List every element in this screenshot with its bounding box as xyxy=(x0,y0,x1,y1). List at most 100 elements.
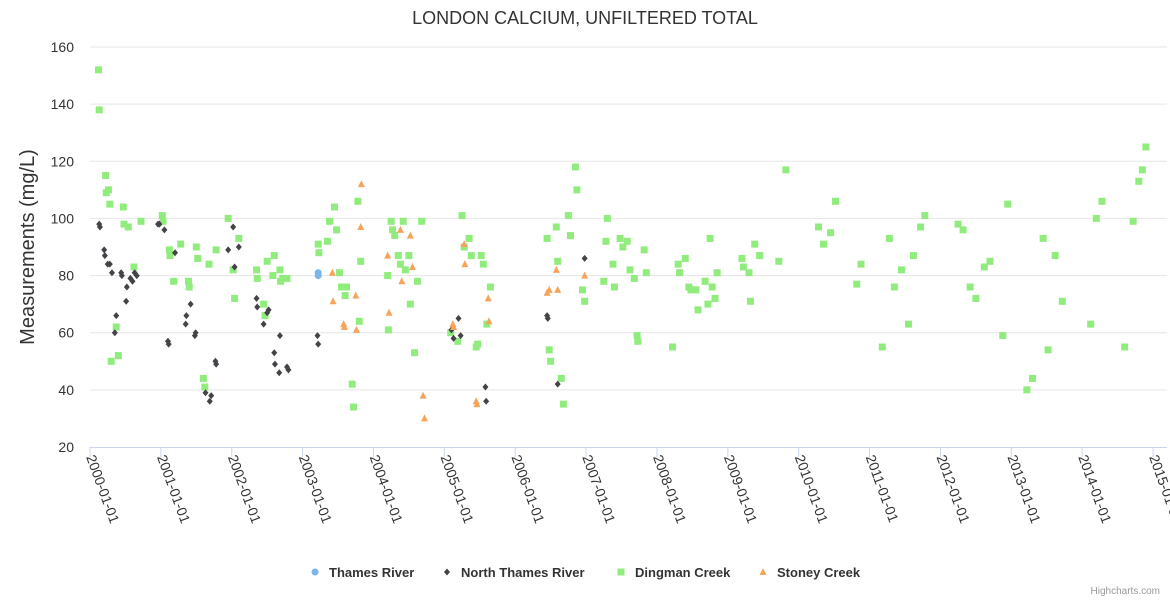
data-point[interactable] xyxy=(330,203,338,211)
data-point[interactable] xyxy=(566,232,574,240)
data-point[interactable] xyxy=(455,314,462,322)
legend-item-north-thames-river[interactable]: North Thames River xyxy=(444,565,585,580)
data-point[interactable] xyxy=(450,323,458,330)
data-point[interactable] xyxy=(187,300,194,308)
data-point[interactable] xyxy=(890,283,898,291)
data-point[interactable] xyxy=(114,352,122,360)
data-point[interactable] xyxy=(101,246,108,254)
data-point[interactable] xyxy=(1092,214,1100,222)
data-point[interactable] xyxy=(108,269,115,277)
data-point[interactable] xyxy=(461,260,469,268)
data-point[interactable] xyxy=(166,252,174,260)
data-point[interactable] xyxy=(474,340,482,348)
legend-symbol[interactable] xyxy=(311,568,319,576)
data-point[interactable] xyxy=(819,240,827,248)
data-point[interactable] xyxy=(352,325,360,333)
data-point[interactable] xyxy=(95,66,103,74)
data-point[interactable] xyxy=(623,237,631,245)
data-point[interactable] xyxy=(1004,200,1012,208)
data-point[interactable] xyxy=(782,166,790,174)
data-point[interactable] xyxy=(279,274,287,282)
data-point[interactable] xyxy=(192,329,199,337)
data-point[interactable] xyxy=(271,349,278,357)
data-point[interactable] xyxy=(1029,374,1037,382)
data-point[interactable] xyxy=(999,332,1007,340)
data-point[interactable] xyxy=(270,252,278,260)
data-point[interactable] xyxy=(972,294,980,302)
data-point[interactable] xyxy=(483,397,490,405)
data-point[interactable] xyxy=(413,277,421,285)
data-point[interactable] xyxy=(285,366,292,374)
legend-label[interactable]: Stoney Creek xyxy=(777,565,861,580)
data-point[interactable] xyxy=(269,272,277,280)
data-point[interactable] xyxy=(394,252,402,260)
data-point[interactable] xyxy=(454,337,462,345)
data-point[interactable] xyxy=(106,200,114,208)
data-point[interactable] xyxy=(581,297,589,305)
data-point[interactable] xyxy=(123,297,130,305)
data-point[interactable] xyxy=(276,332,283,340)
data-point[interactable] xyxy=(194,254,202,262)
data-point[interactable] xyxy=(687,286,695,294)
data-point[interactable] xyxy=(917,223,925,231)
data-point[interactable] xyxy=(559,400,567,408)
data-point[interactable] xyxy=(165,246,173,254)
data-point[interactable] xyxy=(609,260,617,268)
data-point[interactable] xyxy=(711,294,719,302)
data-point[interactable] xyxy=(112,323,120,331)
credits-link[interactable]: Highcharts.com xyxy=(1090,586,1160,597)
data-point[interactable] xyxy=(398,277,406,285)
data-point[interactable] xyxy=(633,332,641,340)
data-point[interactable] xyxy=(253,294,260,302)
data-point[interactable] xyxy=(205,260,213,268)
data-point[interactable] xyxy=(450,334,457,342)
legend-symbol[interactable] xyxy=(759,568,767,575)
data-point[interactable] xyxy=(111,329,118,337)
data-point[interactable] xyxy=(479,260,487,268)
data-point[interactable] xyxy=(384,272,392,280)
data-point[interactable] xyxy=(384,251,392,259)
data-point[interactable] xyxy=(602,237,610,245)
data-point[interactable] xyxy=(283,274,291,282)
data-point[interactable] xyxy=(674,260,682,268)
data-point[interactable] xyxy=(603,214,611,222)
data-point[interactable] xyxy=(827,229,835,237)
data-point[interactable] xyxy=(328,268,336,276)
data-point[interactable] xyxy=(213,360,220,368)
data-point[interactable] xyxy=(1023,386,1031,394)
data-point[interactable] xyxy=(708,283,716,291)
data-point[interactable] xyxy=(704,300,712,308)
data-point[interactable] xyxy=(630,274,638,282)
data-point[interactable] xyxy=(129,277,136,285)
data-point[interactable] xyxy=(676,269,684,277)
data-point[interactable] xyxy=(276,369,283,377)
data-point[interactable] xyxy=(457,332,464,340)
data-point[interactable] xyxy=(746,297,754,305)
data-point[interactable] xyxy=(120,220,128,228)
data-point[interactable] xyxy=(706,234,714,242)
data-point[interactable] xyxy=(557,374,565,382)
data-point[interactable] xyxy=(484,294,492,302)
data-point[interactable] xyxy=(751,240,759,248)
data-point[interactable] xyxy=(399,217,407,225)
data-point[interactable] xyxy=(172,249,179,257)
data-point[interactable] xyxy=(384,326,392,334)
data-point[interactable] xyxy=(261,312,269,320)
data-point[interactable] xyxy=(124,223,132,231)
data-point[interactable] xyxy=(897,266,905,274)
data-point[interactable] xyxy=(554,380,561,388)
data-point[interactable] xyxy=(406,231,414,239)
data-point[interactable] xyxy=(411,349,419,357)
data-point[interactable] xyxy=(1142,143,1150,151)
data-point[interactable] xyxy=(343,283,351,291)
data-point[interactable] xyxy=(263,257,271,265)
data-point[interactable] xyxy=(231,294,239,302)
data-point[interactable] xyxy=(348,380,356,388)
data-point[interactable] xyxy=(1051,252,1059,260)
data-point[interactable] xyxy=(986,257,994,265)
data-point[interactable] xyxy=(418,217,426,225)
data-point[interactable] xyxy=(669,343,677,351)
data-point[interactable] xyxy=(229,266,237,274)
data-point[interactable] xyxy=(1121,343,1129,351)
data-point[interactable] xyxy=(170,277,178,285)
